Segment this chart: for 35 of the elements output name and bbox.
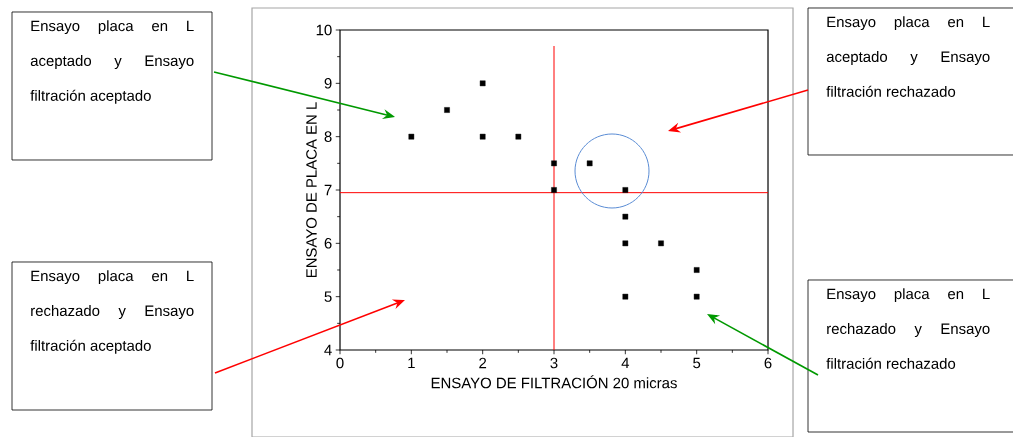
text: Ensayo placa en L aceptado y Ensayo filtración aceptado xyxy=(30,20,194,104)
y-tick-label: 7 xyxy=(324,184,332,196)
x-tick-label: 6 xyxy=(764,357,772,369)
point xyxy=(693,267,700,273)
point xyxy=(622,293,629,300)
text: Ensayo placa en L rechazado y Ensayo filtración rechazado xyxy=(826,288,990,369)
point xyxy=(551,160,557,167)
point xyxy=(622,213,629,220)
point xyxy=(479,133,486,140)
point xyxy=(622,187,629,193)
text: Ensayo placa en L aceptado y Ensayo filtración rechazado xyxy=(826,16,990,97)
y-tick-label: 10 xyxy=(316,24,332,36)
y-tick-label: 4 xyxy=(324,344,332,356)
point xyxy=(693,293,700,300)
x-tick-label: 4 xyxy=(621,357,630,369)
x-axis-title: ENSAYO DE FILTRACIÓN 20 micras xyxy=(431,375,677,389)
x-tick-label: 3 xyxy=(550,357,558,369)
point xyxy=(408,133,415,140)
text: Ensayo placa en L rechazado y Ensayo filtración aceptado xyxy=(30,270,194,354)
point xyxy=(622,240,629,247)
x-tick-label: 1 xyxy=(408,357,415,369)
x-tick-label: 0 xyxy=(336,357,344,369)
y-tick-label: 8 xyxy=(324,131,332,142)
point xyxy=(444,107,450,113)
x-tick-label: 5 xyxy=(693,357,701,369)
x-tick-label: 2 xyxy=(479,357,487,369)
point xyxy=(479,80,486,87)
point xyxy=(551,187,557,193)
point xyxy=(658,240,664,247)
point xyxy=(515,133,522,140)
point xyxy=(586,160,593,167)
y-axis-title: ENSAYO DE PLACA EN L xyxy=(306,102,317,278)
y-tick-label: 5 xyxy=(324,291,332,302)
y-tick-label: 6 xyxy=(324,238,332,249)
y-tick-label: 9 xyxy=(324,78,332,89)
